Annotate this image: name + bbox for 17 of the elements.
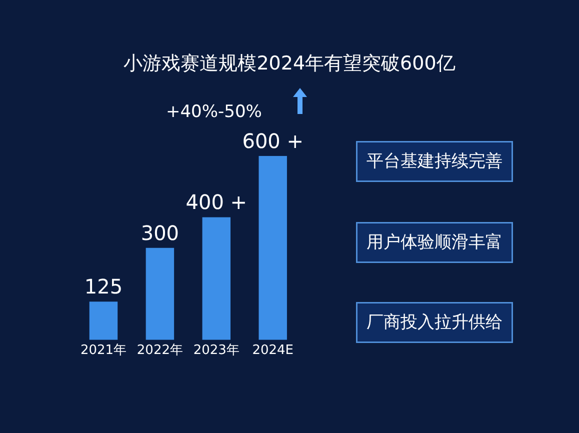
- x-tick-label: 2024E: [252, 342, 294, 358]
- data-label: 400 +: [186, 190, 248, 214]
- data-label: 600 +: [242, 128, 304, 153]
- text: 平台基建持续完善: [366, 152, 502, 172]
- bar: [258, 156, 287, 340]
- bar: [202, 217, 231, 340]
- chart-title: 小游戏赛道规模2024年有望突破600亿: [124, 52, 456, 75]
- data-label: 300: [140, 220, 180, 245]
- x-tick-label: 2021年: [80, 342, 127, 358]
- x-tick-label: 2022年: [136, 342, 183, 358]
- x-tick-label: 2023年: [193, 342, 240, 358]
- text: 厂商投入拉升供给: [366, 312, 502, 332]
- bar: [89, 302, 118, 340]
- bar: [146, 248, 174, 340]
- data-label: 125: [84, 274, 123, 299]
- text: 用户体验顺滑丰富: [366, 232, 502, 252]
- text: +40%-50%: [166, 102, 262, 122]
